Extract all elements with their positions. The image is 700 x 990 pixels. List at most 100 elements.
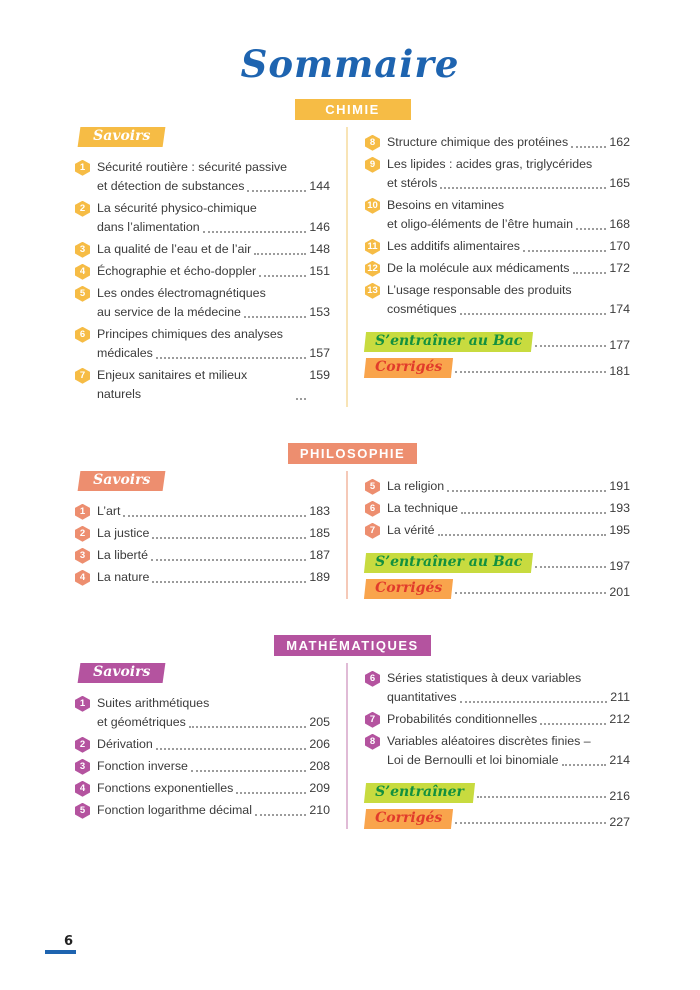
entry-text: Séries statistiques à deux variables [387, 670, 582, 685]
entry-body: La liberté 187 [97, 546, 330, 565]
entry-body: Besoins en vitamines et oligo-éléments de… [387, 196, 630, 234]
entry-body: Principes chimiques des analyses médicale… [97, 325, 330, 363]
entry-last-line: La justice 185 [97, 524, 330, 543]
entry-last-line: Loi de Bernoulli et loi binomiale 214 [387, 751, 630, 770]
entry-number-badge: 13 [365, 282, 380, 299]
entry-text: La liberté [97, 547, 148, 562]
entry-body: Variables aléatoires discrètes finies – L… [387, 732, 630, 770]
savoirs-badge-label: Savoirs [93, 127, 151, 144]
sentrainer-badge: S’entraîner au Bac [363, 331, 534, 352]
dotted-leader [152, 536, 307, 539]
entry-number-badge: 2 [75, 736, 90, 753]
entry-number-badge: 1 [75, 503, 90, 520]
entry-number-badge: 7 [75, 367, 90, 384]
sentrainer-row: S’entraîner 216 [363, 782, 630, 803]
entry-body: Les lipides : acides gras, triglycérides… [387, 155, 630, 193]
entry-number-badge: 6 [75, 326, 90, 343]
entry-text: Besoins en vitamines [387, 197, 505, 212]
entry-text: La religion [387, 478, 445, 493]
page-title: Sommaire [240, 42, 460, 86]
entry-text: La qualité de l’eau et de l’air [97, 241, 252, 256]
entry-text: quantitatives [387, 689, 457, 704]
savoirs-badge-wrap: Savoirs [75, 662, 330, 683]
entry-text: au service de la médecine [97, 304, 241, 319]
entry-text: La sécurité physico-chimique [97, 200, 257, 215]
entry-last-line: Échographie et écho-doppler 151 [97, 262, 330, 281]
toc-entry: 1 L’art 183 [75, 502, 330, 521]
entry-body: La technique 193 [387, 499, 630, 518]
entry-number-badge: 8 [365, 733, 380, 750]
entry-last-line: La qualité de l’eau et de l’air 148 [97, 240, 330, 259]
entry-last-line: et détection de substances 144 [97, 177, 330, 196]
toc-entry: 6 Séries statistiques à deux variables qua… [365, 669, 630, 707]
entry-page-number: 144 [309, 178, 330, 193]
entry-text: La technique [387, 500, 458, 515]
corriges-page-number: 181 [609, 363, 630, 378]
entry-body: La justice 185 [97, 524, 330, 543]
entry-body: Fonction inverse 208 [97, 757, 330, 776]
dotted-leader [243, 315, 307, 318]
toc-entry: 2 Dérivation 206 [75, 735, 330, 754]
entry-page-number: 208 [309, 758, 330, 773]
column-right: 8 Structure chimique des protéines 162 9 Les… [346, 126, 630, 407]
entry-last-line: et oligo-éléments de l’être humain 168 [387, 215, 630, 234]
entry-last-line: La nature 189 [97, 568, 330, 587]
entry-number-badge: 3 [75, 241, 90, 258]
corriges-badge: Corrigés [363, 357, 454, 378]
corriges-badge-label: Corrigés [375, 358, 443, 375]
toc-entry: 5 Fonction logarithme décimal 210 [75, 801, 330, 820]
entry-text: Fonction inverse [97, 758, 188, 773]
dotted-leader [247, 189, 307, 192]
entry-text: Enjeux sanitaires et milieux naturels [97, 367, 248, 401]
entry-number-badge: 12 [365, 260, 380, 277]
dotted-leader [455, 591, 607, 594]
entry-number-badge: 3 [75, 758, 90, 775]
savoirs-badge: Savoirs [77, 470, 166, 491]
toc-entry: 5 La religion 191 [365, 477, 630, 496]
corriges-badge-label: Corrigés [375, 579, 443, 596]
dotted-leader [155, 356, 307, 359]
toc-entry: 13 L’usage responsable des produits cosmét… [365, 281, 630, 319]
section-header-wrap: CHIMIE [75, 98, 630, 120]
sentrainer-row: S’entraîner au Bac 177 [363, 331, 630, 352]
entry-page-number: 157 [309, 345, 330, 360]
entry-page-number: 172 [609, 260, 630, 275]
toc-sections: CHIMIE Savoirs 1 Sécurité routière : sécuri… [0, 98, 700, 829]
entry-page-number: 162 [609, 134, 630, 149]
entry-text: Principes chimiques des analyses [97, 326, 283, 341]
entry-page-number: 205 [309, 714, 330, 729]
entry-text: Variables aléatoires discrètes finies – [387, 733, 591, 748]
entry-last-line: au service de la médecine 153 [97, 303, 330, 322]
entry-last-line: et stérols 165 [387, 174, 630, 193]
savoirs-badge: Savoirs [77, 126, 166, 147]
column-right: 5 La religion 191 6 La technique 193 7 La vérit… [346, 470, 630, 599]
entry-last-line: Structure chimique des protéines 162 [387, 133, 630, 152]
dotted-leader [202, 230, 307, 233]
entry-body: Les additifs alimentaires 170 [387, 237, 630, 256]
entry-page-number: 151 [309, 263, 330, 278]
dotted-leader [455, 821, 607, 824]
page-number-rule [45, 950, 76, 954]
entry-text: Structure chimique des protéines [387, 134, 569, 149]
entry-last-line: Les additifs alimentaires 170 [387, 237, 630, 256]
dotted-leader [437, 533, 607, 536]
dotted-leader [535, 344, 607, 347]
dotted-leader [447, 489, 607, 492]
entry-body: L’art 183 [97, 502, 330, 521]
entry-text: Les additifs alimentaires [387, 238, 520, 253]
entry-body: Structure chimique des protéines 162 [387, 133, 630, 152]
entry-text: Les lipides : acides gras, triglycérides [387, 156, 593, 171]
entry-number-badge: 5 [75, 802, 90, 819]
entry-text: De la molécule aux médicaments [387, 260, 570, 275]
sentrainer-page-number: 177 [609, 337, 630, 352]
entry-last-line: et géométriques 205 [97, 713, 330, 732]
dotted-leader [254, 813, 307, 816]
entry-page-number: 148 [309, 241, 330, 256]
entry-page-number: 187 [309, 547, 330, 562]
dotted-leader [296, 397, 307, 400]
entry-body: La qualité de l’eau et de l’air 148 [97, 240, 330, 259]
section-columns: Savoirs 1 Suites arithmétiques et géométriq… [75, 662, 630, 829]
entry-number-badge: 4 [75, 263, 90, 280]
entry-text: Loi de Bernoulli et loi binomiale [387, 752, 559, 767]
